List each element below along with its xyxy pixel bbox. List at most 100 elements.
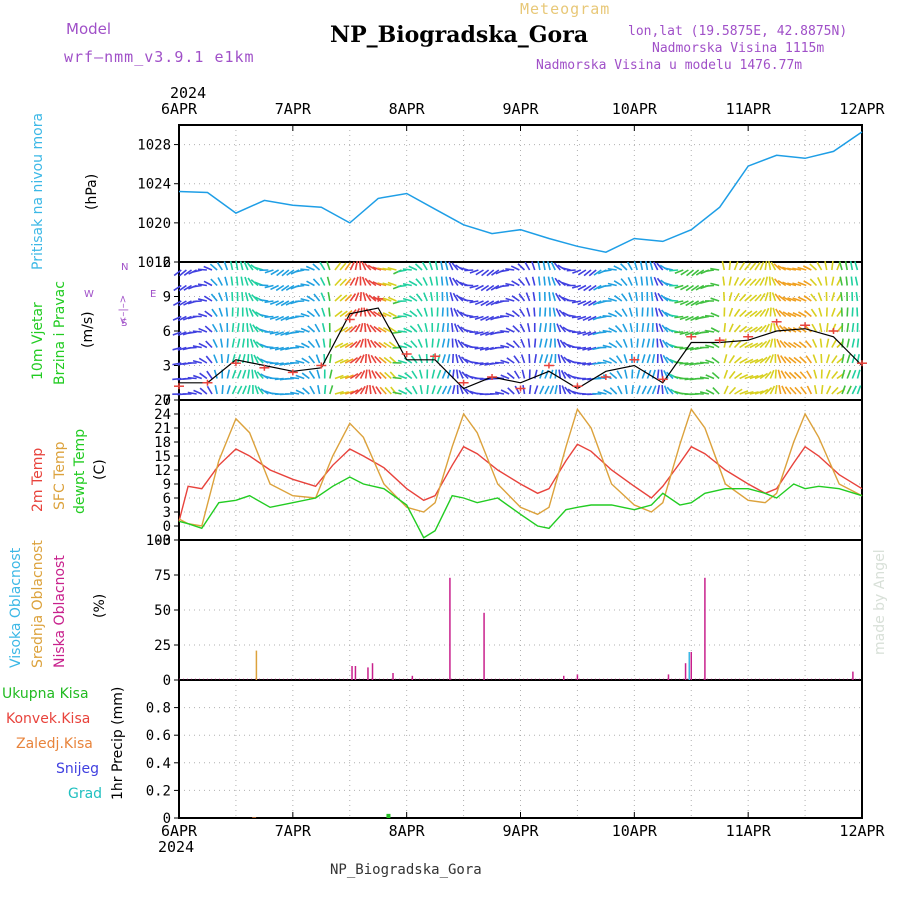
wind-barb [264,284,274,289]
wind-barb [635,291,638,302]
wind-barb [349,373,359,380]
xtick-label-top: 10APR [612,100,658,118]
wind-barb [349,293,357,302]
wind-barb [388,311,397,318]
wind-barb [646,322,650,333]
wind-barb [281,284,290,292]
wind-barb [777,279,787,287]
wind-barb [512,340,520,349]
wind-barb [459,385,464,395]
wind-barb [403,327,413,333]
wind-barb [327,291,331,302]
wind-barb [339,294,348,302]
wind-barb [192,330,202,333]
wind-barb [739,293,747,302]
wind-barb [500,374,510,380]
wind-barb [178,269,187,277]
wind-barb [226,369,231,379]
wind-barb [695,284,705,291]
wind-barb [370,354,377,364]
wind-barb [587,315,597,322]
wind-barb [198,357,208,364]
xtick-label-top: 6APR [161,100,198,118]
wind-barb [455,279,464,287]
wind-barb [549,369,554,379]
wind-barb [436,338,440,348]
wind-barb [451,262,459,271]
wind-barb [722,276,726,286]
wind-barb [223,261,229,271]
model-label: Model [66,20,112,38]
wind-barb [768,260,772,271]
wind-barb [656,385,661,395]
wind-barb [231,369,237,379]
wind-barb [204,325,213,333]
wind-barb [259,299,269,302]
wind-barb [285,315,295,321]
wind-barb [250,279,259,287]
wind-barb [566,299,576,302]
wind-barb [818,307,823,317]
wind-barb [662,339,669,348]
wind-barb [554,385,558,395]
wind-barb [533,353,537,364]
wind-barb [615,355,623,364]
wind-barb [505,312,515,318]
wind-barb [851,385,857,395]
wind-barb [280,315,290,322]
wind-barb [397,359,407,364]
wind-barb [511,310,520,318]
wind-barb [173,284,182,292]
wind-barb [603,389,612,395]
wind-barb [577,331,587,335]
wind-barb [769,354,774,364]
wind-barb [344,358,354,364]
wind-barb [674,284,684,289]
wind-barb [721,261,726,271]
wind-barb [597,391,607,395]
wind-barb [705,329,715,333]
wind-barb [252,339,259,348]
wind-barb [334,262,342,271]
wind-barb [749,342,759,349]
wind-barb [364,385,369,395]
ytick-label: 6 [163,324,171,340]
wind-barb [290,391,300,395]
wind-barb [641,322,645,333]
wind-barb [187,391,197,395]
wind-barb [764,323,770,333]
wind-barb [587,331,597,337]
wind-barb [526,323,531,333]
wind-barb [300,298,310,302]
wind-barb [300,283,310,287]
wind-barb [804,310,812,318]
wind-barb [382,297,392,302]
wind-barb [839,276,843,286]
wind-barb [856,385,862,395]
wind-barb [759,388,769,395]
wind-barb [555,292,562,302]
wind-barb [230,276,234,286]
wind-barb [831,355,838,364]
wind-barb [290,331,300,335]
wind-barb [269,315,279,320]
wind-barb [317,385,321,395]
ytick-label: 0.2 [146,783,171,799]
wind-barb [500,344,510,349]
wind-barb [187,376,197,380]
wind-barb [744,278,752,287]
wind-barb [364,262,372,271]
wind-barb [592,300,602,306]
meteogram-label: Meteogram [520,0,611,18]
wind-barb [846,369,852,379]
wind-barb [602,359,612,364]
wind-barb [409,310,418,318]
wind-barb [301,357,310,364]
wind-barb [224,292,229,302]
wind-barb [520,338,526,348]
wind-barb [533,338,537,348]
wind-barb [455,369,459,379]
wind-barb [275,284,285,292]
wind-barb [392,391,402,395]
wind-barb [339,342,349,349]
